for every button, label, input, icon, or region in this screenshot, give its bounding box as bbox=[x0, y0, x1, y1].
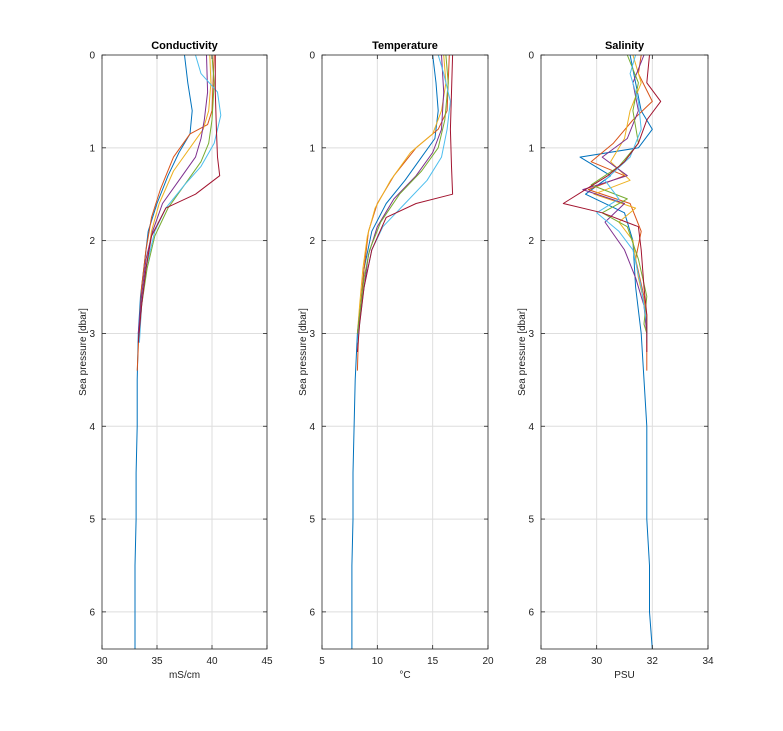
x-tick-label: 32 bbox=[647, 656, 659, 667]
series-line-5 bbox=[590, 55, 648, 334]
y-tick-label: 6 bbox=[309, 607, 315, 618]
y-tick-label: 4 bbox=[89, 422, 95, 433]
series-line-7 bbox=[137, 55, 221, 343]
series-line-7 bbox=[562, 55, 662, 352]
series-line-4 bbox=[137, 55, 209, 334]
x-tick-label: 40 bbox=[206, 656, 218, 667]
y-tick-label: 5 bbox=[528, 515, 534, 526]
x-tick-label: 28 bbox=[535, 656, 547, 667]
y-tick-label: 5 bbox=[309, 515, 315, 526]
plot-area bbox=[322, 55, 488, 649]
x-tick-label: 5 bbox=[319, 656, 325, 667]
chart-title: Conductivity bbox=[151, 40, 218, 52]
y-tick-label: 2 bbox=[309, 236, 315, 247]
y-tick-label: 0 bbox=[528, 51, 534, 62]
series-line-6 bbox=[596, 55, 648, 343]
series-line-5 bbox=[356, 55, 449, 334]
axes-box bbox=[101, 54, 268, 650]
series-line-3 bbox=[593, 55, 648, 334]
y-axis-label: Sea pressure [dbar] bbox=[78, 308, 89, 396]
x-tick-label: 20 bbox=[482, 656, 494, 667]
y-tick-label: 3 bbox=[528, 329, 534, 340]
x-axis-label: PSU bbox=[614, 670, 635, 681]
y-tick-label: 6 bbox=[89, 607, 95, 618]
y-tick-label: 4 bbox=[528, 422, 534, 433]
y-tick-label: 0 bbox=[89, 51, 95, 62]
chart-title: Temperature bbox=[372, 40, 438, 52]
y-axis-label: Sea pressure [dbar] bbox=[298, 308, 309, 396]
panel-temperature: 5 10 15 20 0 1 2 3 4 5 6 Temperature °C Sea pressure … bbox=[298, 40, 494, 681]
plot-area bbox=[541, 55, 708, 649]
y-tick-label: 2 bbox=[89, 236, 95, 247]
series-line-7 bbox=[356, 55, 454, 353]
y-tick-label: 5 bbox=[89, 515, 95, 526]
x-tick-label: 45 bbox=[261, 656, 273, 667]
y-tick-label: 1 bbox=[309, 143, 315, 154]
x-tick-label: 15 bbox=[427, 656, 439, 667]
series-group bbox=[134, 55, 222, 649]
y-tick-label: 4 bbox=[309, 422, 315, 433]
axes-box bbox=[540, 54, 709, 650]
y-tick-label: 3 bbox=[309, 329, 315, 340]
y-tick-label: 3 bbox=[89, 329, 95, 340]
x-tick-label: 35 bbox=[151, 656, 163, 667]
y-tick-label: 1 bbox=[89, 143, 95, 154]
series-line-4 bbox=[582, 55, 648, 334]
y-axis-label: Sea pressure [dbar] bbox=[517, 308, 528, 396]
series-line-2 bbox=[136, 55, 215, 371]
x-tick-label: 30 bbox=[591, 656, 603, 667]
x-tick-label: 30 bbox=[96, 656, 108, 667]
y-tick-label: 6 bbox=[528, 607, 534, 618]
y-tick-label: 1 bbox=[528, 143, 534, 154]
axes-box bbox=[321, 54, 489, 650]
y-tick-label: 2 bbox=[528, 236, 534, 247]
y-tick-label: 0 bbox=[309, 51, 315, 62]
chart-title: Salinity bbox=[605, 40, 645, 52]
x-tick-label: 10 bbox=[372, 656, 384, 667]
plot-area bbox=[102, 55, 267, 649]
x-axis-label: °C bbox=[399, 670, 410, 681]
series-group bbox=[351, 55, 454, 649]
series-group bbox=[562, 55, 662, 649]
x-tick-label: 34 bbox=[702, 656, 714, 667]
x-axis-label: mS/cm bbox=[169, 670, 200, 681]
